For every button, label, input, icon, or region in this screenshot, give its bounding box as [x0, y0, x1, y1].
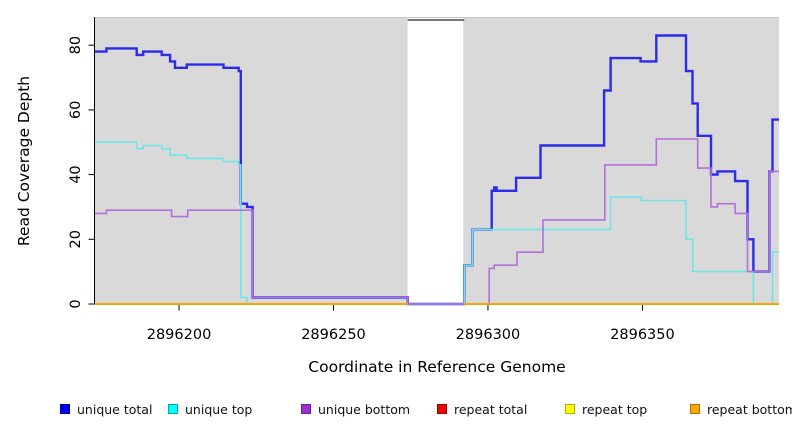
legend-label: repeat total — [454, 401, 528, 417]
repeat-bottom-swatch-icon — [690, 404, 700, 414]
series-unique-bottom — [95, 138, 779, 305]
x-axis-title: Coordinate in Reference Genome — [308, 358, 566, 376]
x-tick-label: 2896350 — [610, 327, 675, 343]
series-unique-total — [95, 34, 779, 306]
series-unique-top — [95, 141, 779, 305]
x-tick-label: 2896300 — [456, 327, 521, 343]
x-tick-label: 2896200 — [147, 327, 212, 343]
legend-item-unique-top: unique top — [168, 400, 252, 418]
legend-item-repeat-bottom: repeat bottom — [690, 400, 792, 418]
legend-label: unique top — [185, 401, 253, 417]
y-tick-label: 40 — [68, 165, 84, 183]
legend-item-unique-bottom: unique bottom — [301, 400, 410, 418]
legend-item-unique-total: unique total — [60, 400, 152, 418]
plot-bg-left — [95, 18, 408, 304]
legend: unique total unique top unique bottom re… — [0, 400, 792, 420]
legend-label: repeat bottom — [707, 401, 792, 417]
legend-label: repeat top — [582, 401, 648, 417]
x-tick-label: 2896250 — [301, 327, 366, 343]
repeat-total-swatch-icon — [437, 404, 447, 414]
y-tick-label: 20 — [68, 230, 84, 248]
legend-item-repeat-top: repeat top — [565, 400, 647, 418]
y-tick-label: 0 — [68, 299, 84, 308]
legend-item-repeat-total: repeat total — [437, 400, 527, 418]
y-tick-label: 60 — [68, 101, 84, 119]
y-axis-title: Read Coverage Depth — [15, 75, 33, 247]
unique-total-swatch-icon — [60, 404, 70, 414]
plot-bg-right — [463, 18, 779, 304]
unique-top-swatch-icon — [168, 404, 178, 414]
legend-label: unique total — [77, 401, 153, 417]
repeat-top-swatch-icon — [565, 404, 575, 414]
legend-label: unique bottom — [318, 401, 411, 417]
y-tick-label: 80 — [68, 36, 84, 54]
unique-bottom-swatch-icon — [301, 404, 311, 414]
